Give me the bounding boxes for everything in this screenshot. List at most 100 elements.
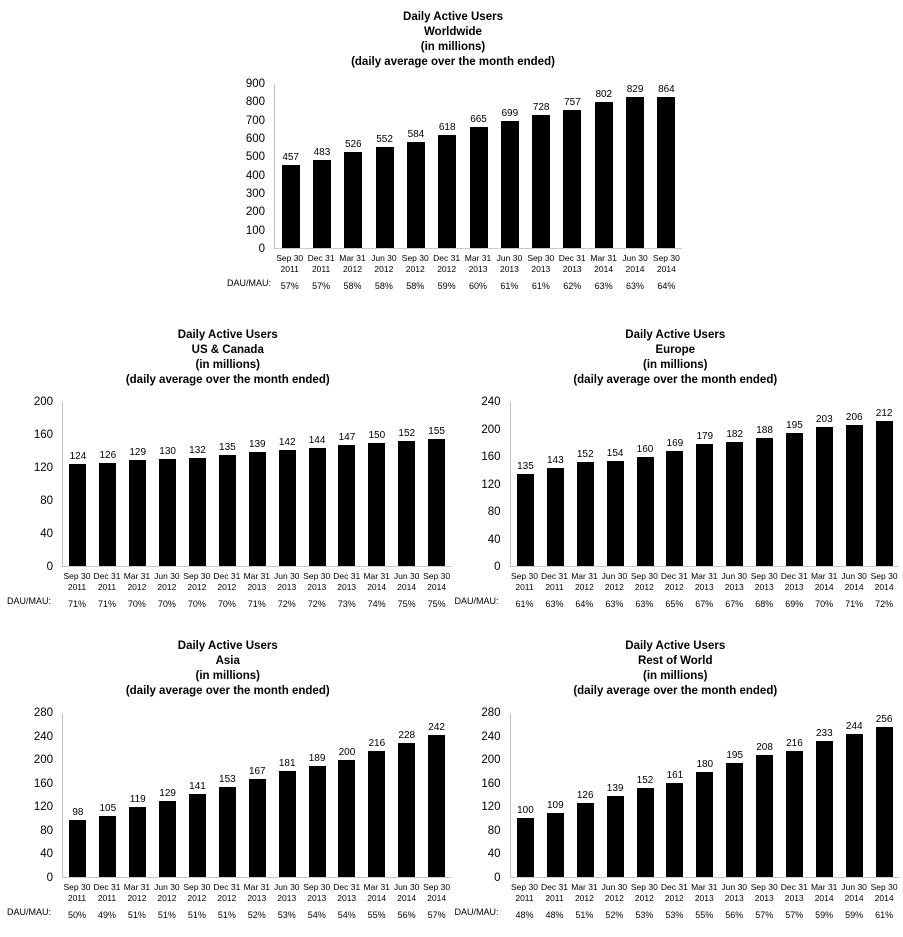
bar-column: 665 — [463, 84, 494, 248]
x-tick-year: 2012 — [664, 581, 684, 592]
x-tick-label: Jun 30 2012 — [152, 571, 182, 592]
bar — [606, 795, 624, 877]
bar — [69, 464, 87, 566]
bar — [845, 734, 863, 877]
x-tick-year: 2013 — [277, 892, 297, 903]
bar-column: 152 — [570, 402, 600, 566]
y-tick-label: 100 — [245, 224, 265, 237]
x-tick-label: Jun 30 2013 — [272, 571, 302, 592]
x-tick-year: 2012 — [405, 263, 425, 274]
x-tick-year: 2012 — [157, 581, 177, 592]
y-tick-label: 240 — [481, 730, 501, 743]
chart-title: Daily Active Users Worldwide (in millions)… — [224, 10, 682, 70]
bar-column: 143 — [540, 402, 570, 566]
bar-value-label: 167 — [248, 766, 266, 778]
x-tick-year: 2011 — [515, 892, 534, 903]
bar-column: 829 — [619, 84, 650, 248]
dau-mau-row: 48% 48% 51% 52% 53% 53% 55% 56% 57% 57% 59% 59% 61% — [510, 910, 900, 920]
x-tick-year: 2014 — [427, 892, 447, 903]
bar-value-label: 147 — [338, 432, 356, 444]
dau-mau-label: DAU/MAU: — [454, 906, 499, 917]
chart-us-canada: Daily Active Users US & Canada (in million… — [4, 328, 452, 609]
x-tick-date: Jun 30 — [393, 571, 420, 581]
x-tick-date: Jun 30 — [496, 253, 523, 263]
bar-column: 188 — [750, 402, 780, 566]
bar-column: 169 — [660, 402, 690, 566]
x-tick-year: 2014 — [656, 263, 676, 274]
bar — [398, 441, 416, 566]
bar — [756, 437, 774, 566]
x-axis-labels: Sep 30 2011 Dec 31 2011 Mar 31 2012 Jun 30 2012… — [62, 878, 452, 903]
x-tick-date: Dec 31 — [540, 882, 568, 892]
y-tick-label: 80 — [40, 495, 53, 507]
dau-mau-value: 64% — [575, 599, 594, 609]
x-tick-date: Sep 30 — [652, 253, 680, 263]
x-tick-label: Jun 30 2012 — [599, 571, 629, 592]
bar-column: 179 — [690, 402, 720, 566]
bar-column: 203 — [809, 402, 839, 566]
dau-mau-value: 72% — [875, 599, 894, 609]
y-tick-label: 120 — [33, 801, 53, 814]
x-tick-label: Dec 31 2013 — [779, 882, 809, 903]
bar-column: 142 — [272, 402, 302, 566]
x-tick-label: Dec 31 2011 — [92, 571, 122, 592]
bar-column: 152 — [630, 713, 660, 877]
dau-mau-value: 70% — [187, 599, 206, 609]
y-tick-label: 200 — [33, 396, 53, 408]
bar — [636, 456, 654, 566]
y-axis: 900 800 700 600 500 400 300 200 100 0 — [224, 78, 274, 255]
x-tick-date: Dec 31 — [307, 253, 335, 263]
bar-column: 195 — [720, 713, 750, 877]
x-tick-label: Mar 31 2014 — [809, 571, 839, 592]
bar-value-label: 160 — [636, 443, 654, 455]
bar-column: 126 — [570, 713, 600, 877]
x-tick-label: Jun 30 2014 — [619, 253, 650, 274]
x-tick-year: 2011 — [97, 892, 117, 903]
bar — [428, 438, 446, 566]
chart-title-line: (in millions) — [195, 670, 261, 682]
x-tick-label: Mar 31 2012 — [569, 882, 599, 903]
dau-mau-value: 63% — [625, 281, 644, 291]
bar-column: 155 — [422, 402, 452, 566]
bar-value-label: 483 — [313, 147, 331, 158]
plot-area: 135 143 152 154 160 169 179 182 188 195 203 206 212 — [509, 402, 899, 567]
y-tick-label: 80 — [487, 824, 501, 837]
bar-column: 100 — [511, 713, 541, 877]
bar-column: 216 — [780, 713, 810, 877]
bar-value-label: 233 — [816, 727, 833, 739]
x-tick-year: 2012 — [187, 581, 207, 592]
y-tick-label: 0 — [258, 243, 265, 255]
x-tick-date: Mar 31 — [243, 882, 271, 892]
dau-mau-value: 58% — [343, 281, 362, 291]
bar — [308, 447, 326, 566]
x-tick-year: 2012 — [157, 892, 177, 903]
bar-column: 105 — [93, 713, 123, 877]
x-tick-year: 2012 — [437, 263, 457, 274]
x-tick-label: Sep 30 2013 — [749, 571, 779, 592]
dau-mau-value: 57% — [280, 281, 299, 291]
bar-value-label: 457 — [282, 151, 299, 163]
x-tick-label: Dec 31 2013 — [557, 253, 588, 274]
y-tick-label: 900 — [245, 78, 265, 90]
dau-mau-value: 74% — [367, 599, 386, 609]
dau-mau-value: 59% — [437, 281, 456, 291]
bar-value-label: 699 — [501, 107, 519, 119]
bar — [375, 147, 394, 248]
bar-column: 152 — [392, 402, 422, 566]
dau-mau-value: 57% — [785, 910, 804, 920]
bar-column: 147 — [332, 402, 362, 566]
dau-mau-value: 67% — [725, 599, 744, 609]
chart-title-line: (daily average over the month ended) — [573, 374, 778, 386]
bar — [69, 819, 87, 877]
x-tick-date: Sep 30 — [870, 882, 898, 892]
x-tick-date: Jun 30 — [601, 882, 628, 892]
x-tick-date: Dec 31 — [780, 882, 808, 892]
chart-title: Daily Active Users Asia (in millions) (dail… — [4, 639, 452, 699]
bar — [666, 782, 684, 877]
dau-mau-value: 72% — [277, 599, 296, 609]
bar-column: 618 — [432, 84, 463, 248]
x-tick-label: Sep 30 2014 — [651, 253, 682, 274]
bar — [159, 459, 177, 566]
chart-title: Daily Active Users US & Canada (in million… — [4, 328, 452, 388]
x-tick-date: Jun 30 — [841, 882, 867, 892]
